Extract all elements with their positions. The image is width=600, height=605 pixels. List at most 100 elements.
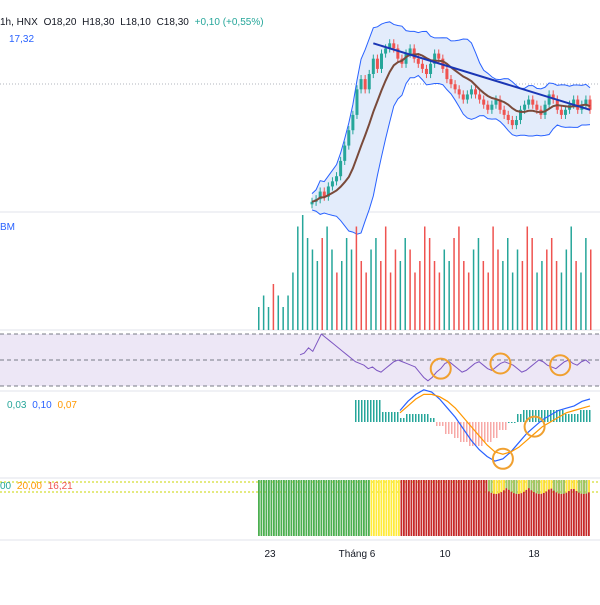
candle-body [449,79,453,85]
stoch-overlay-bar [570,480,573,490]
stoch-bar [585,480,588,536]
stoch-bar [445,480,448,536]
candle-body [424,68,428,74]
candle-body [547,94,551,105]
stoch-bar [498,480,500,536]
candle-body [339,160,343,177]
volume-bar [331,249,333,330]
macd-histogram-bar [439,422,441,426]
stoch-bar [580,480,583,536]
stoch-bar [360,480,363,536]
volume-bar [463,261,465,330]
volume-bar [570,226,572,330]
macd-histogram-bar [370,400,372,422]
candle-body [559,109,563,115]
candle-body [375,58,379,69]
candle-body [351,114,355,131]
stoch-overlay-bar [500,480,503,493]
candle-body [506,114,510,120]
stoch-bar [343,480,345,536]
macd-histogram-bar [424,414,426,422]
volume-bar [336,272,338,330]
macd-signal-value: 0,07 [57,400,77,411]
stoch-bar [513,480,515,536]
stoch-bar [398,480,400,536]
highlight-circle [491,447,514,470]
macd-histogram-bar [457,422,459,438]
stoch-bar [565,480,568,536]
volume-bar [404,238,406,330]
rsi-line [299,333,591,382]
stoch-bar [535,480,538,536]
stoch-bar [523,480,525,536]
macd-histogram-bar [358,400,360,422]
stoch-bar [468,480,470,536]
stoch-bar [560,480,563,536]
candle-body [445,68,449,80]
stoch-bar [520,480,523,536]
volume-bar [565,249,568,330]
stoch-bar [465,480,468,536]
stoch-bar [438,480,440,536]
macd-histogram-bar [511,422,513,423]
stoch-bar [413,480,415,536]
x-axis: 23 Tháng 6 10 18 [0,549,600,563]
candle-body [523,104,527,110]
stoch-bar [368,480,370,536]
stoch-bar [470,480,473,536]
stoch-overlay-bar [493,480,495,494]
macd-histogram-value: 0,03 [7,400,27,411]
macd-histogram-bar [421,414,423,422]
stoch-bar [418,480,420,536]
volume-bar [292,272,294,330]
stoch-overlay-bar [548,480,550,490]
volume-bar [516,249,519,330]
macd-histogram-bar [361,400,363,422]
candle-body [494,99,498,105]
macd-histogram-bar [538,410,540,422]
macd-histogram-bar [505,422,507,430]
stoch-bar [333,480,335,536]
macd-histogram-bar [508,422,510,423]
volume-legend: BM [0,222,18,233]
macd-histogram-bar [454,422,456,438]
stoch-bar [315,480,318,536]
macd-histogram-bar [388,412,390,422]
candle-body [584,99,588,105]
stoch-bar [305,480,308,536]
stoch-bar [495,480,498,536]
candle-body [465,94,469,100]
stoch-bar [390,480,393,536]
stoch-bar [275,480,278,536]
stoch-bar [280,480,283,536]
macd-histogram-bar [541,410,543,422]
macd-histogram-bar [394,412,396,422]
stoch-bar [310,480,313,536]
candle-body [347,130,351,146]
macd-histogram-bar [514,422,516,423]
macd-histogram-bar [517,414,519,422]
candle-body [519,109,522,120]
stoch-bar [400,480,403,536]
candle-body [498,99,502,110]
stoch-bar [323,480,325,536]
macd-histogram-bar [427,414,429,422]
candle-body [469,89,473,95]
volume-bar [555,261,558,330]
volume-bar [487,272,489,330]
macd-histogram-bar [472,422,474,446]
volume-bar [521,261,524,330]
macd-histogram-bar [376,400,378,422]
volume-bar [531,238,533,330]
volume-bar [360,261,363,330]
macd-histogram-bar [379,400,381,422]
macd-histogram-bar [442,422,444,426]
symbol-label: 1h, HNX [0,17,38,28]
stoch-overlay-bar [538,480,540,494]
macd-histogram-bar [382,412,384,422]
candle-body [502,109,506,115]
stoch-bar [575,480,578,536]
stoch-bar [278,480,280,536]
volume-bar [428,238,431,330]
